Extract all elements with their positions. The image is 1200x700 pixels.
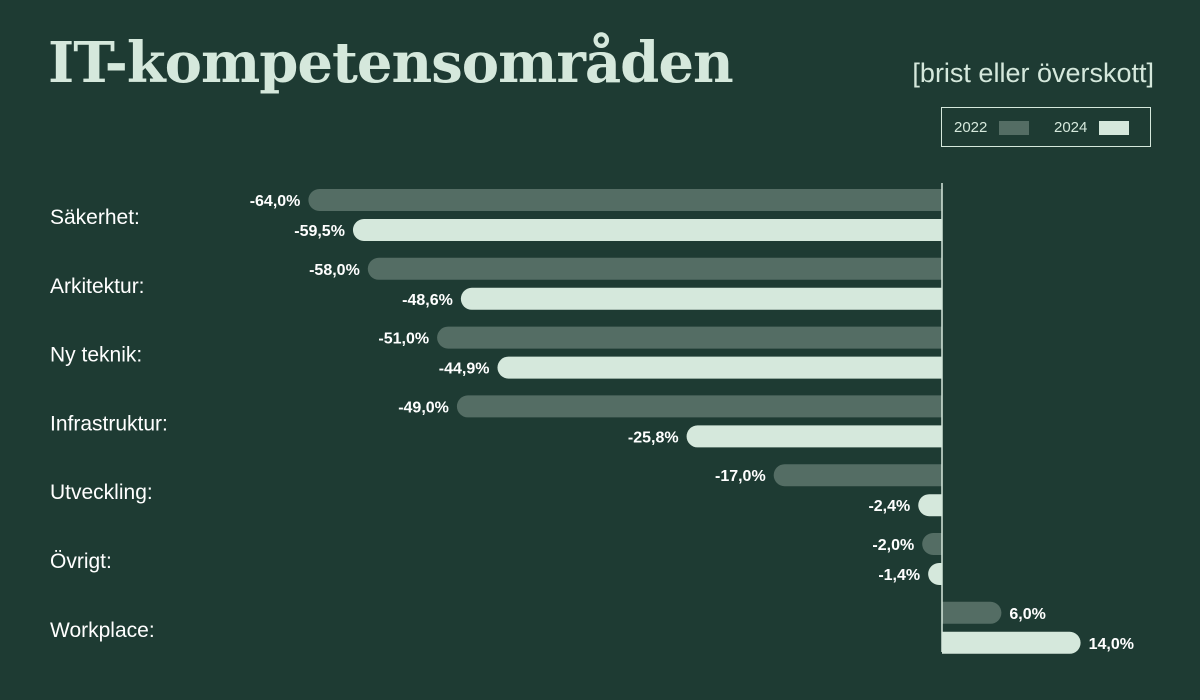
category-label: Säkerhet:: [50, 206, 140, 229]
data-label-2022: -64,0%: [250, 193, 301, 210]
data-label-2022: 6,0%: [1009, 606, 1045, 623]
data-label-2024: -2,4%: [868, 498, 910, 515]
bar-2022: [773, 464, 942, 487]
bar-2022: [922, 533, 942, 555]
data-label-2024: 14,0%: [1089, 636, 1134, 653]
data-label-2024: -44,9%: [439, 361, 490, 378]
legend-label-2022: 2022: [954, 119, 988, 136]
legend-label-2024: 2024: [1054, 119, 1088, 136]
bar-2022: [942, 601, 1002, 624]
legend-swatch-2022: [999, 120, 1030, 135]
bar-2024: [918, 494, 942, 517]
bar-2022: [456, 395, 942, 418]
data-label-2024: -1,4%: [878, 567, 920, 584]
bar-2024: [352, 219, 942, 241]
legend-swatch-2024: [1099, 120, 1130, 135]
category-label: Övrigt:: [50, 550, 112, 573]
category-label: Infrastruktur:: [50, 412, 168, 435]
data-label-2022: -2,0%: [872, 537, 914, 554]
data-label-2024: -25,8%: [628, 429, 679, 446]
bar-2022: [308, 189, 942, 211]
bar-2024: [460, 287, 942, 310]
category-label: Arkitektur:: [50, 275, 145, 298]
bar-2024: [942, 631, 1081, 654]
legend-item-2022: 2022: [954, 119, 1030, 136]
data-label-2024: -59,5%: [294, 223, 345, 240]
chart-subtitle: [brist eller överskott]: [912, 58, 1154, 88]
bar-2022: [437, 326, 942, 349]
bar-2022: [367, 257, 942, 280]
bar-2024: [497, 356, 942, 379]
data-label-2024: -48,6%: [402, 292, 453, 309]
data-label-2022: -17,0%: [715, 468, 766, 485]
category-label: Workplace:: [50, 619, 155, 642]
chart-title: IT-kompetensområden: [48, 30, 734, 96]
bar-2024: [928, 563, 942, 585]
bar-2024: [686, 425, 942, 448]
data-label-2022: -51,0%: [378, 331, 429, 348]
legend: 2022 2024: [941, 107, 1151, 147]
data-label-2022: -58,0%: [309, 262, 360, 279]
category-label: Utveckling:: [50, 481, 153, 504]
legend-item-2024: 2024: [1054, 119, 1130, 136]
category-label: Ny teknik:: [50, 344, 142, 367]
data-label-2022: -49,0%: [398, 399, 449, 416]
